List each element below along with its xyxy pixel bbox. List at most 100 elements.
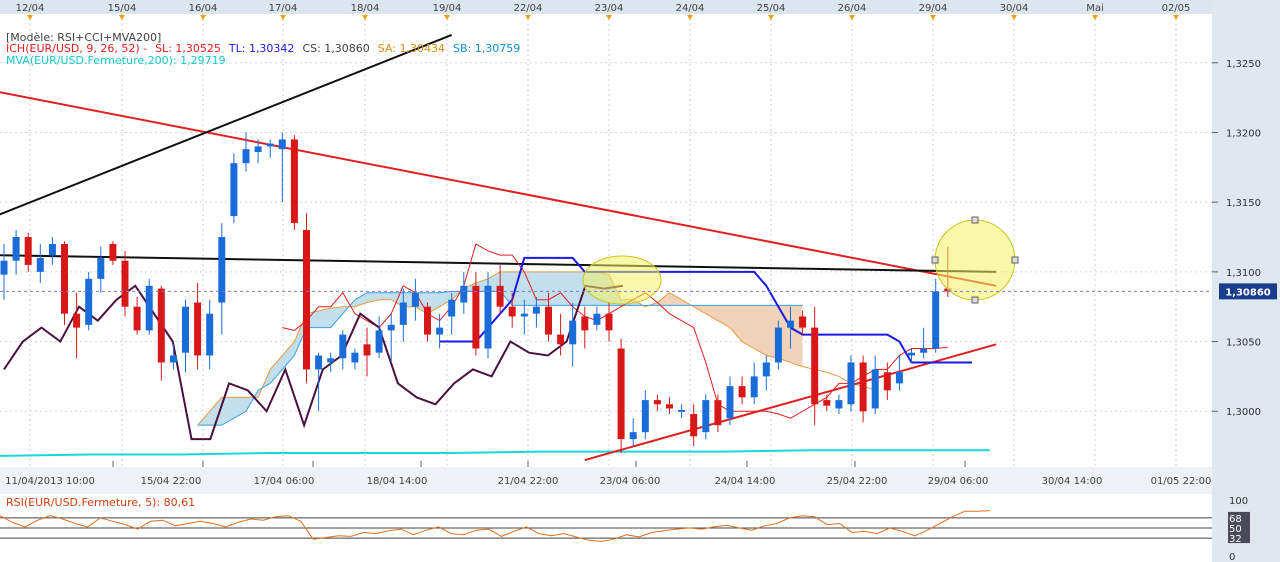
candle[interactable] [48,237,56,265]
candle[interactable] [375,316,383,359]
candle[interactable] [908,348,915,363]
candle[interactable] [218,223,226,335]
candle[interactable] [303,213,310,384]
candle[interactable] [290,135,298,231]
candle[interactable] [315,352,323,412]
candles[interactable] [0,132,952,454]
candle[interactable] [24,232,32,272]
candle[interactable] [787,306,794,349]
candle[interactable] [254,139,262,164]
candle[interactable] [581,306,589,349]
candle[interactable] [85,271,93,331]
candle[interactable] [61,241,68,325]
highlight-circle[interactable] [934,219,1016,301]
resize-handle[interactable] [971,216,979,224]
candle[interactable] [847,355,855,412]
candle[interactable] [750,362,758,405]
candle[interactable] [339,330,347,370]
price-tick-label: 1,3100 [1226,268,1261,279]
candle[interactable] [629,418,637,447]
tl-value: TL: 1,30342 [228,42,295,55]
candle[interactable] [666,397,673,415]
candle[interactable] [545,292,552,342]
candle[interactable] [182,299,189,373]
top-date-label: 22/04 [514,3,543,14]
candle[interactable] [835,394,843,415]
candle[interactable] [73,292,81,359]
candle[interactable] [36,243,44,284]
candle[interactable] [496,264,504,314]
candle[interactable] [266,139,274,158]
candle[interactable] [738,376,746,405]
candle[interactable] [932,278,940,353]
candle[interactable] [121,250,129,317]
resize-handle[interactable] [931,256,939,264]
candle[interactable] [569,302,577,367]
candle[interactable] [653,394,661,412]
candle-body [460,285,468,303]
candle[interactable] [12,230,20,275]
candle[interactable] [895,355,903,391]
candle[interactable] [702,394,710,440]
candle[interactable] [109,241,117,265]
candle[interactable] [641,390,649,440]
trendline-support[interactable] [584,343,997,461]
candle-body [315,355,323,370]
candle[interactable] [363,327,371,377]
trendline-horizontal[interactable] [0,254,997,273]
bottom-date-label: 23/04 06:00 [600,476,661,487]
annotations[interactable] [582,216,1019,305]
trendline-resistance[interactable] [0,91,997,287]
candle[interactable] [811,306,819,426]
trendline-upper-channel[interactable] [0,33,453,218]
candle[interactable] [605,302,613,342]
candle[interactable] [472,271,480,356]
candle[interactable] [327,352,335,373]
candle[interactable] [726,376,734,426]
candle[interactable] [230,153,238,224]
candle[interactable] [557,313,565,356]
candle[interactable] [774,320,782,370]
candle[interactable] [206,299,214,370]
candle[interactable] [460,271,468,314]
candle[interactable] [157,285,165,381]
candle[interactable] [823,394,831,412]
candle[interactable] [871,355,879,415]
candle[interactable] [690,404,698,447]
candle[interactable] [617,338,625,454]
candle[interactable] [242,132,250,172]
resize-handle[interactable] [971,296,979,304]
date-marker-icon [27,15,33,20]
candle[interactable] [920,327,928,359]
candle[interactable] [194,283,202,370]
candle[interactable] [436,313,444,349]
candle[interactable] [387,313,395,363]
candle[interactable] [448,292,456,335]
candle[interactable] [0,243,8,300]
candle[interactable] [532,296,540,328]
candle[interactable] [133,296,141,335]
candle[interactable] [520,299,528,335]
candle[interactable] [169,344,177,370]
bottom-date-label: 21/04 22:00 [498,476,559,487]
candle[interactable] [859,355,867,423]
candle[interactable] [678,404,686,419]
candle[interactable] [278,132,286,203]
candle[interactable] [399,288,407,342]
candle[interactable] [593,306,601,331]
candle[interactable] [411,278,419,321]
candle[interactable] [883,362,891,401]
candle[interactable] [762,355,770,391]
resize-handle[interactable] [1011,256,1019,264]
candle[interactable] [799,310,807,335]
candle[interactable] [351,348,359,370]
candle[interactable] [508,292,516,328]
highlight-ellipse[interactable] [582,255,662,305]
candle[interactable] [714,394,722,433]
candle[interactable] [97,246,105,293]
candle[interactable] [145,278,153,335]
candle[interactable] [424,302,431,342]
top-date-label: Mai [1086,3,1104,14]
candle[interactable] [484,271,492,359]
